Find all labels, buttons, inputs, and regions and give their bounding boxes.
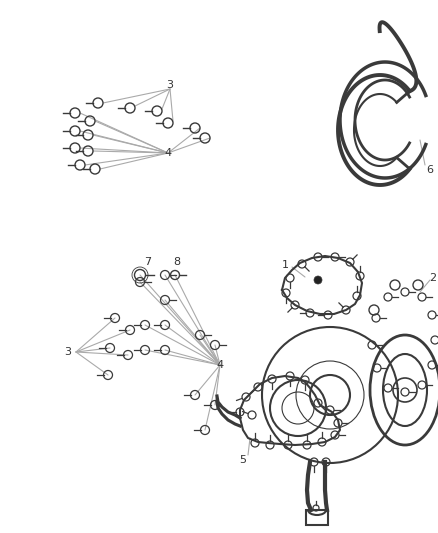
Text: 1: 1 xyxy=(282,260,289,270)
Bar xyxy=(306,510,328,525)
Circle shape xyxy=(314,276,322,284)
Text: 3: 3 xyxy=(64,347,71,357)
Text: 7: 7 xyxy=(145,257,152,267)
Text: 2: 2 xyxy=(429,273,437,283)
Text: 5: 5 xyxy=(240,455,247,465)
Text: 8: 8 xyxy=(173,257,180,267)
Text: 4: 4 xyxy=(164,148,172,158)
Text: 6: 6 xyxy=(427,165,434,175)
Text: 4: 4 xyxy=(216,360,223,370)
Text: 3: 3 xyxy=(166,80,173,90)
